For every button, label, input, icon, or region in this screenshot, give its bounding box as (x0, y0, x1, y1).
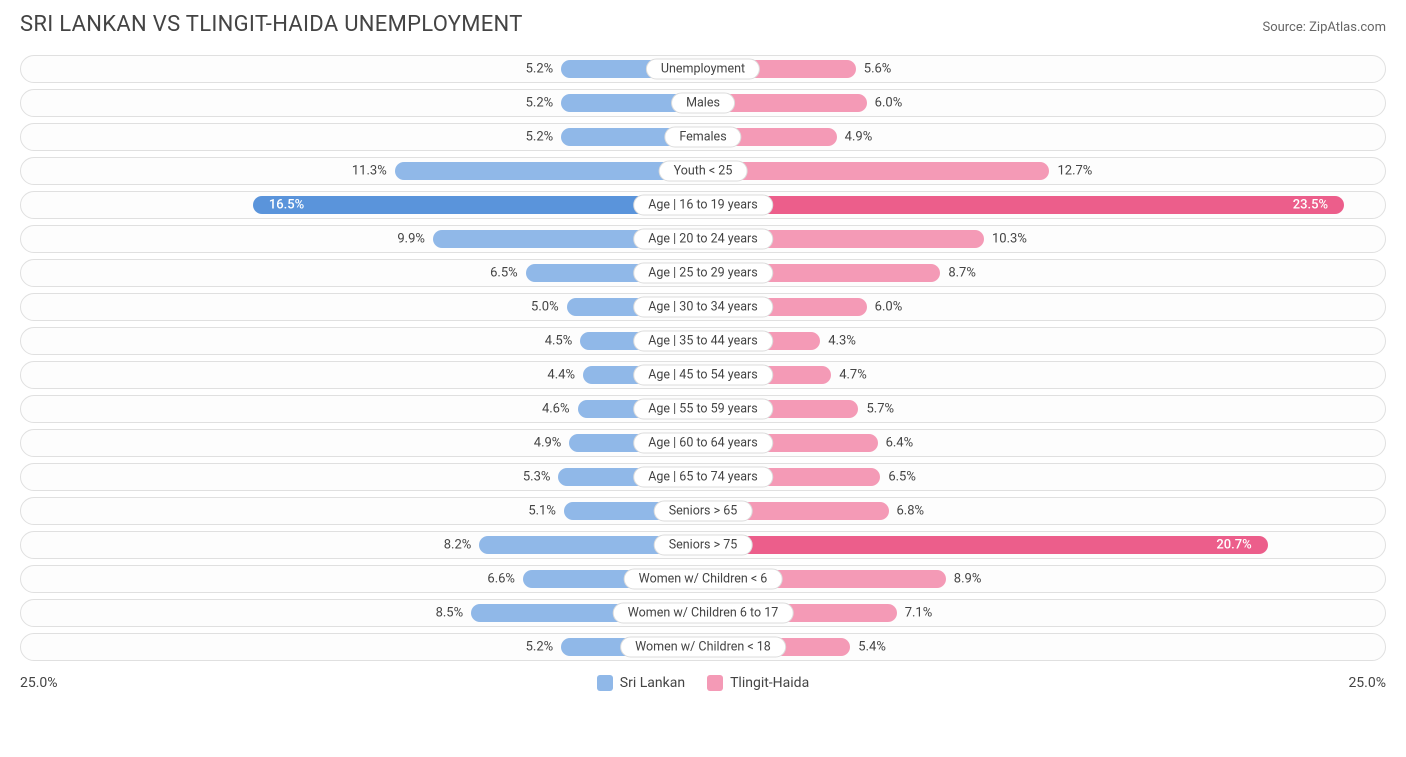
value-left: 5.2% (526, 130, 554, 145)
legend: Sri Lankan Tlingit-Haida (597, 675, 809, 691)
legend-label-right: Tlingit-Haida (730, 675, 809, 691)
category-label: Women w/ Children < 6 (624, 569, 783, 590)
legend-swatch-right (707, 675, 723, 691)
category-label: Women w/ Children < 18 (620, 637, 786, 658)
chart-row: 11.3% 12.7% Youth < 25 (20, 157, 1386, 185)
category-label: Women w/ Children 6 to 17 (613, 603, 794, 624)
category-label: Unemployment (646, 59, 760, 80)
chart-row: 4.9% 6.4% Age | 60 to 64 years (20, 429, 1386, 457)
value-right: 4.3% (828, 334, 856, 349)
value-right: 10.3% (992, 232, 1027, 247)
chart-source: Source: ZipAtlas.com (1262, 20, 1386, 35)
chart-row: 4.4% 4.7% Age | 45 to 54 years (20, 361, 1386, 389)
chart-row: 8.2% 20.7% Seniors > 75 (20, 531, 1386, 559)
value-left: 4.6% (542, 402, 570, 417)
value-left: 6.5% (490, 266, 518, 281)
value-right: 6.8% (897, 504, 925, 519)
value-left: 5.3% (523, 470, 551, 485)
chart-row: 5.1% 6.8% Seniors > 65 (20, 497, 1386, 525)
category-label: Age | 65 to 74 years (633, 467, 773, 488)
legend-item-left: Sri Lankan (597, 675, 685, 691)
chart-row: 5.2% 5.6% Unemployment (20, 55, 1386, 83)
chart-row: 5.2% 5.4% Women w/ Children < 18 (20, 633, 1386, 661)
value-right: 23.5% (1283, 198, 1338, 213)
value-left: 16.5% (259, 198, 314, 213)
category-label: Age | 20 to 24 years (633, 229, 773, 250)
value-left: 6.6% (487, 572, 515, 587)
category-label: Age | 30 to 34 years (633, 297, 773, 318)
chart-row: 9.9% 10.3% Age | 20 to 24 years (20, 225, 1386, 253)
value-right: 8.9% (954, 572, 982, 587)
chart-area: 5.2% 5.6% Unemployment 5.2% 6.0% Males 5.2% 4.9… (20, 55, 1386, 661)
chart-row: 5.0% 6.0% Age | 30 to 34 years (20, 293, 1386, 321)
value-left: 8.5% (436, 606, 464, 621)
bar-right (703, 536, 1268, 554)
category-label: Age | 25 to 29 years (633, 263, 773, 284)
value-right: 6.0% (875, 300, 903, 315)
value-left: 4.5% (545, 334, 573, 349)
category-label: Age | 16 to 19 years (633, 195, 773, 216)
value-left: 5.1% (528, 504, 556, 519)
value-left: 8.2% (444, 538, 472, 553)
category-label: Age | 55 to 59 years (633, 399, 773, 420)
category-label: Seniors > 75 (654, 535, 753, 556)
value-right: 8.7% (948, 266, 976, 281)
chart-row: 5.2% 6.0% Males (20, 89, 1386, 117)
category-label: Males (671, 93, 735, 114)
value-left: 9.9% (397, 232, 425, 247)
axis-max-right: 25.0% (1348, 675, 1386, 691)
value-right: 12.7% (1057, 164, 1092, 179)
chart-row: 5.3% 6.5% Age | 65 to 74 years (20, 463, 1386, 491)
category-label: Age | 35 to 44 years (633, 331, 773, 352)
legend-swatch-left (597, 675, 613, 691)
chart-row: 6.5% 8.7% Age | 25 to 29 years (20, 259, 1386, 287)
chart-row: 6.6% 8.9% Women w/ Children < 6 (20, 565, 1386, 593)
chart-row: 4.5% 4.3% Age | 35 to 44 years (20, 327, 1386, 355)
bar-right (703, 196, 1344, 214)
value-right: 6.5% (888, 470, 916, 485)
category-label: Youth < 25 (659, 161, 748, 182)
axis-max-left: 25.0% (20, 675, 58, 691)
category-label: Females (664, 127, 741, 148)
value-right: 20.7% (1206, 538, 1261, 553)
category-label: Age | 60 to 64 years (633, 433, 773, 454)
chart-title: SRI LANKAN VS TLINGIT-HAIDA UNEMPLOYMENT (20, 12, 523, 37)
bar-left (395, 162, 703, 180)
value-right: 5.4% (858, 640, 886, 655)
chart-row: 4.6% 5.7% Age | 55 to 59 years (20, 395, 1386, 423)
legend-item-right: Tlingit-Haida (707, 675, 809, 691)
bar-right (703, 162, 1049, 180)
value-right: 5.6% (864, 62, 892, 77)
value-left: 5.0% (531, 300, 559, 315)
value-left: 5.2% (526, 640, 554, 655)
chart-row: 5.2% 4.9% Females (20, 123, 1386, 151)
value-right: 4.7% (839, 368, 867, 383)
chart-footer: 25.0% Sri Lankan Tlingit-Haida 25.0% (20, 675, 1386, 691)
value-right: 6.4% (886, 436, 914, 451)
category-label: Seniors > 65 (654, 501, 753, 522)
value-left: 11.3% (352, 164, 387, 179)
value-left: 5.2% (526, 96, 554, 111)
category-label: Age | 45 to 54 years (633, 365, 773, 386)
value-right: 5.7% (866, 402, 894, 417)
chart-row: 16.5% 23.5% Age | 16 to 19 years (20, 191, 1386, 219)
value-left: 5.2% (526, 62, 554, 77)
legend-label-left: Sri Lankan (620, 675, 685, 691)
value-left: 4.9% (534, 436, 562, 451)
value-right: 7.1% (905, 606, 933, 621)
chart-header: SRI LANKAN VS TLINGIT-HAIDA UNEMPLOYMENT… (20, 12, 1386, 37)
value-left: 4.4% (547, 368, 575, 383)
value-right: 4.9% (845, 130, 873, 145)
chart-row: 8.5% 7.1% Women w/ Children 6 to 17 (20, 599, 1386, 627)
value-right: 6.0% (875, 96, 903, 111)
